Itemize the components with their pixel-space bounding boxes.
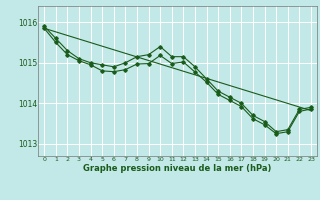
X-axis label: Graphe pression niveau de la mer (hPa): Graphe pression niveau de la mer (hPa) [84, 164, 272, 173]
